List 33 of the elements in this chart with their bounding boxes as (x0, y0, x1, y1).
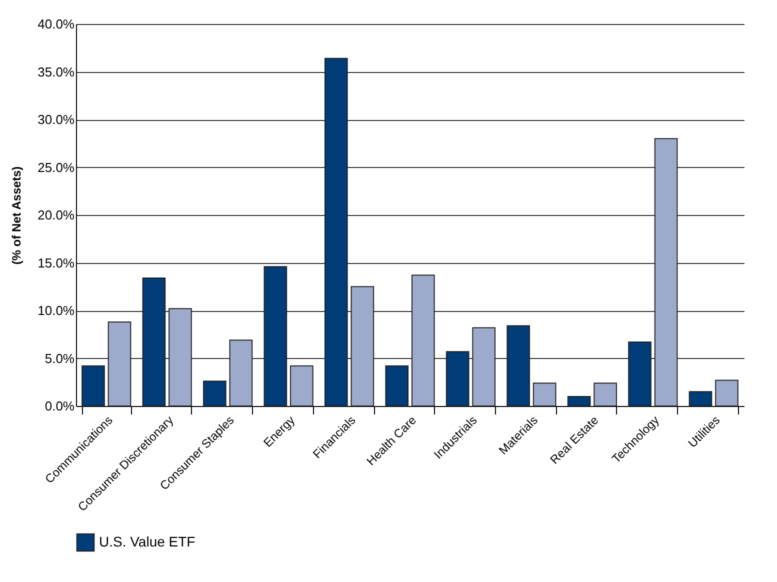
y-tick-label: 35.0% (38, 64, 75, 80)
bar (229, 340, 253, 406)
bar (654, 138, 678, 406)
bar (385, 365, 409, 406)
bar (290, 365, 314, 406)
bar (324, 58, 348, 406)
y-tick-label: 40.0% (38, 16, 75, 32)
bar (506, 325, 530, 406)
bar (688, 391, 712, 406)
bar (168, 308, 192, 406)
y-tick-label: 25.0% (38, 160, 75, 175)
bar (628, 342, 652, 406)
bar (142, 278, 166, 406)
y-axis-title: (% of Net Assets) (10, 166, 24, 265)
y-tick-label: 5.0% (44, 350, 75, 366)
bar (567, 396, 591, 406)
y-tick-label: 10.0% (38, 303, 75, 318)
legend-label: U.S. Value ETF (99, 534, 196, 550)
bar (532, 382, 556, 406)
bar (82, 365, 105, 406)
y-tick-label: 15.0% (38, 255, 75, 270)
bar (472, 327, 496, 406)
bar (715, 380, 738, 406)
y-tick-label: 30.0% (38, 112, 75, 127)
bar (411, 274, 435, 406)
bar (350, 286, 374, 406)
bar (446, 351, 470, 406)
bar (108, 321, 132, 406)
y-tick-label: 20.0% (38, 208, 75, 222)
bar (264, 266, 288, 406)
bar (594, 382, 617, 406)
bar (203, 380, 226, 406)
y-tick-label: 0.0% (44, 398, 75, 414)
